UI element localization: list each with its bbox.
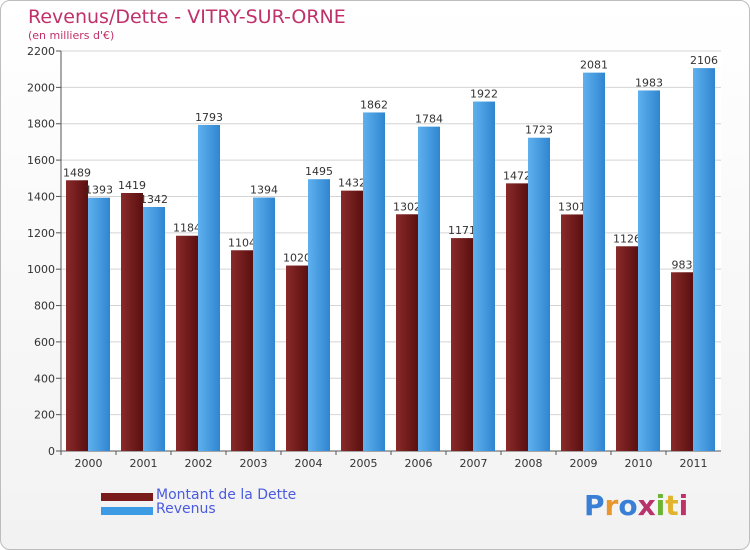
logo-letter: i: [655, 489, 666, 522]
legend-label-revenus: Revenus: [156, 501, 216, 517]
data-label-revenus: 1723: [525, 124, 553, 137]
legend-swatch-dette: [101, 493, 153, 501]
logo-letter: P: [584, 489, 605, 522]
data-label-dette: 1020: [283, 252, 311, 265]
bar-dette: [616, 246, 638, 451]
bar-dette: [66, 180, 88, 452]
data-label-dette: 1184: [173, 222, 201, 235]
bar-dette: [561, 214, 583, 451]
x-tick-label: 2004: [295, 457, 323, 470]
legend-label-dette: Montant de la Dette: [156, 487, 297, 503]
bar-dette: [121, 193, 143, 451]
y-tick-label: 800: [34, 300, 55, 313]
logo-letter: i: [678, 489, 689, 522]
x-tick-label: 2011: [680, 457, 708, 470]
bar-revenus: [88, 197, 110, 451]
bar-revenus: [308, 179, 330, 451]
y-tick-label: 1200: [27, 227, 55, 240]
y-tick-label: 2200: [27, 45, 55, 58]
bar-revenus: [198, 125, 220, 451]
bar-dette: [396, 214, 418, 451]
x-tick-label: 2008: [515, 457, 543, 470]
bar-dette: [671, 272, 693, 451]
data-label-revenus: 2081: [580, 59, 608, 72]
data-label-dette: 1302: [393, 200, 421, 213]
data-label-revenus: 1793: [195, 111, 223, 124]
bar-revenus: [473, 101, 495, 451]
x-tick-label: 2001: [130, 457, 158, 470]
logo-letter: x: [637, 489, 656, 522]
y-tick-label: 200: [34, 409, 55, 422]
x-tick-label: 2007: [460, 457, 488, 470]
chart-subtitle: (en milliers d'€): [28, 29, 115, 42]
bar-dette: [506, 183, 528, 451]
data-label-revenus: 1983: [635, 76, 663, 89]
bar-dette: [341, 190, 363, 452]
logo-letter: r: [604, 489, 619, 522]
x-tick-label: 2003: [240, 457, 268, 470]
data-label-dette: 1104: [228, 236, 256, 249]
bar-revenus: [693, 68, 715, 451]
bar-dette: [451, 238, 473, 451]
data-label-dette: 1489: [63, 166, 91, 179]
x-tick-label: 2005: [350, 457, 378, 470]
data-label-dette: 1432: [338, 177, 366, 190]
y-tick-label: 1800: [27, 118, 55, 131]
bar-dette: [231, 250, 253, 451]
x-tick-label: 2002: [185, 457, 213, 470]
bar-dette: [286, 265, 308, 451]
plot-area: [61, 51, 721, 451]
data-label-revenus: 2106: [690, 54, 718, 67]
data-label-dette: 1472: [503, 169, 531, 182]
x-tick-label: 2000: [75, 457, 103, 470]
bar-revenus: [143, 207, 165, 451]
data-label-dette: 1301: [558, 200, 586, 213]
y-tick-label: 1000: [27, 263, 55, 276]
bar-revenus: [528, 137, 550, 451]
y-tick-label: 400: [34, 372, 55, 385]
proxiti-logo: Proxiti: [584, 489, 688, 522]
bar-revenus: [638, 90, 660, 452]
logo-letter: o: [618, 489, 638, 522]
y-tick-label: 1400: [27, 190, 55, 203]
bar-dette: [176, 235, 198, 451]
logo-letter: t: [665, 489, 679, 522]
bar-revenus: [418, 126, 440, 452]
data-label-revenus: 1922: [470, 88, 498, 101]
x-tick-label: 2010: [625, 457, 653, 470]
bar-revenus: [363, 112, 385, 452]
data-label-revenus: 1342: [140, 193, 168, 206]
x-tick-label: 2009: [570, 457, 598, 470]
data-label-revenus: 1394: [250, 184, 278, 197]
data-label-dette: 983: [672, 258, 693, 271]
y-tick-label: 1600: [27, 154, 55, 167]
data-label-revenus: 1784: [415, 113, 443, 126]
data-label-dette: 1419: [118, 179, 146, 192]
y-tick-label: 0: [48, 445, 55, 458]
y-tick-label: 2000: [27, 81, 55, 94]
data-label-revenus: 1393: [85, 184, 113, 197]
data-label-revenus: 1495: [305, 165, 333, 178]
y-tick-label: 600: [34, 336, 55, 349]
data-label-dette: 1126: [613, 232, 641, 245]
data-label-revenus: 1862: [360, 98, 388, 111]
data-label-dette: 1171: [448, 224, 476, 237]
x-tick-label: 2006: [405, 457, 433, 470]
chart-title: Revenus/Dette - VITRY-SUR-ORNE: [28, 6, 346, 28]
legend-swatch-revenus: [101, 507, 153, 515]
bar-revenus: [583, 72, 605, 452]
bar-revenus: [253, 197, 275, 451]
